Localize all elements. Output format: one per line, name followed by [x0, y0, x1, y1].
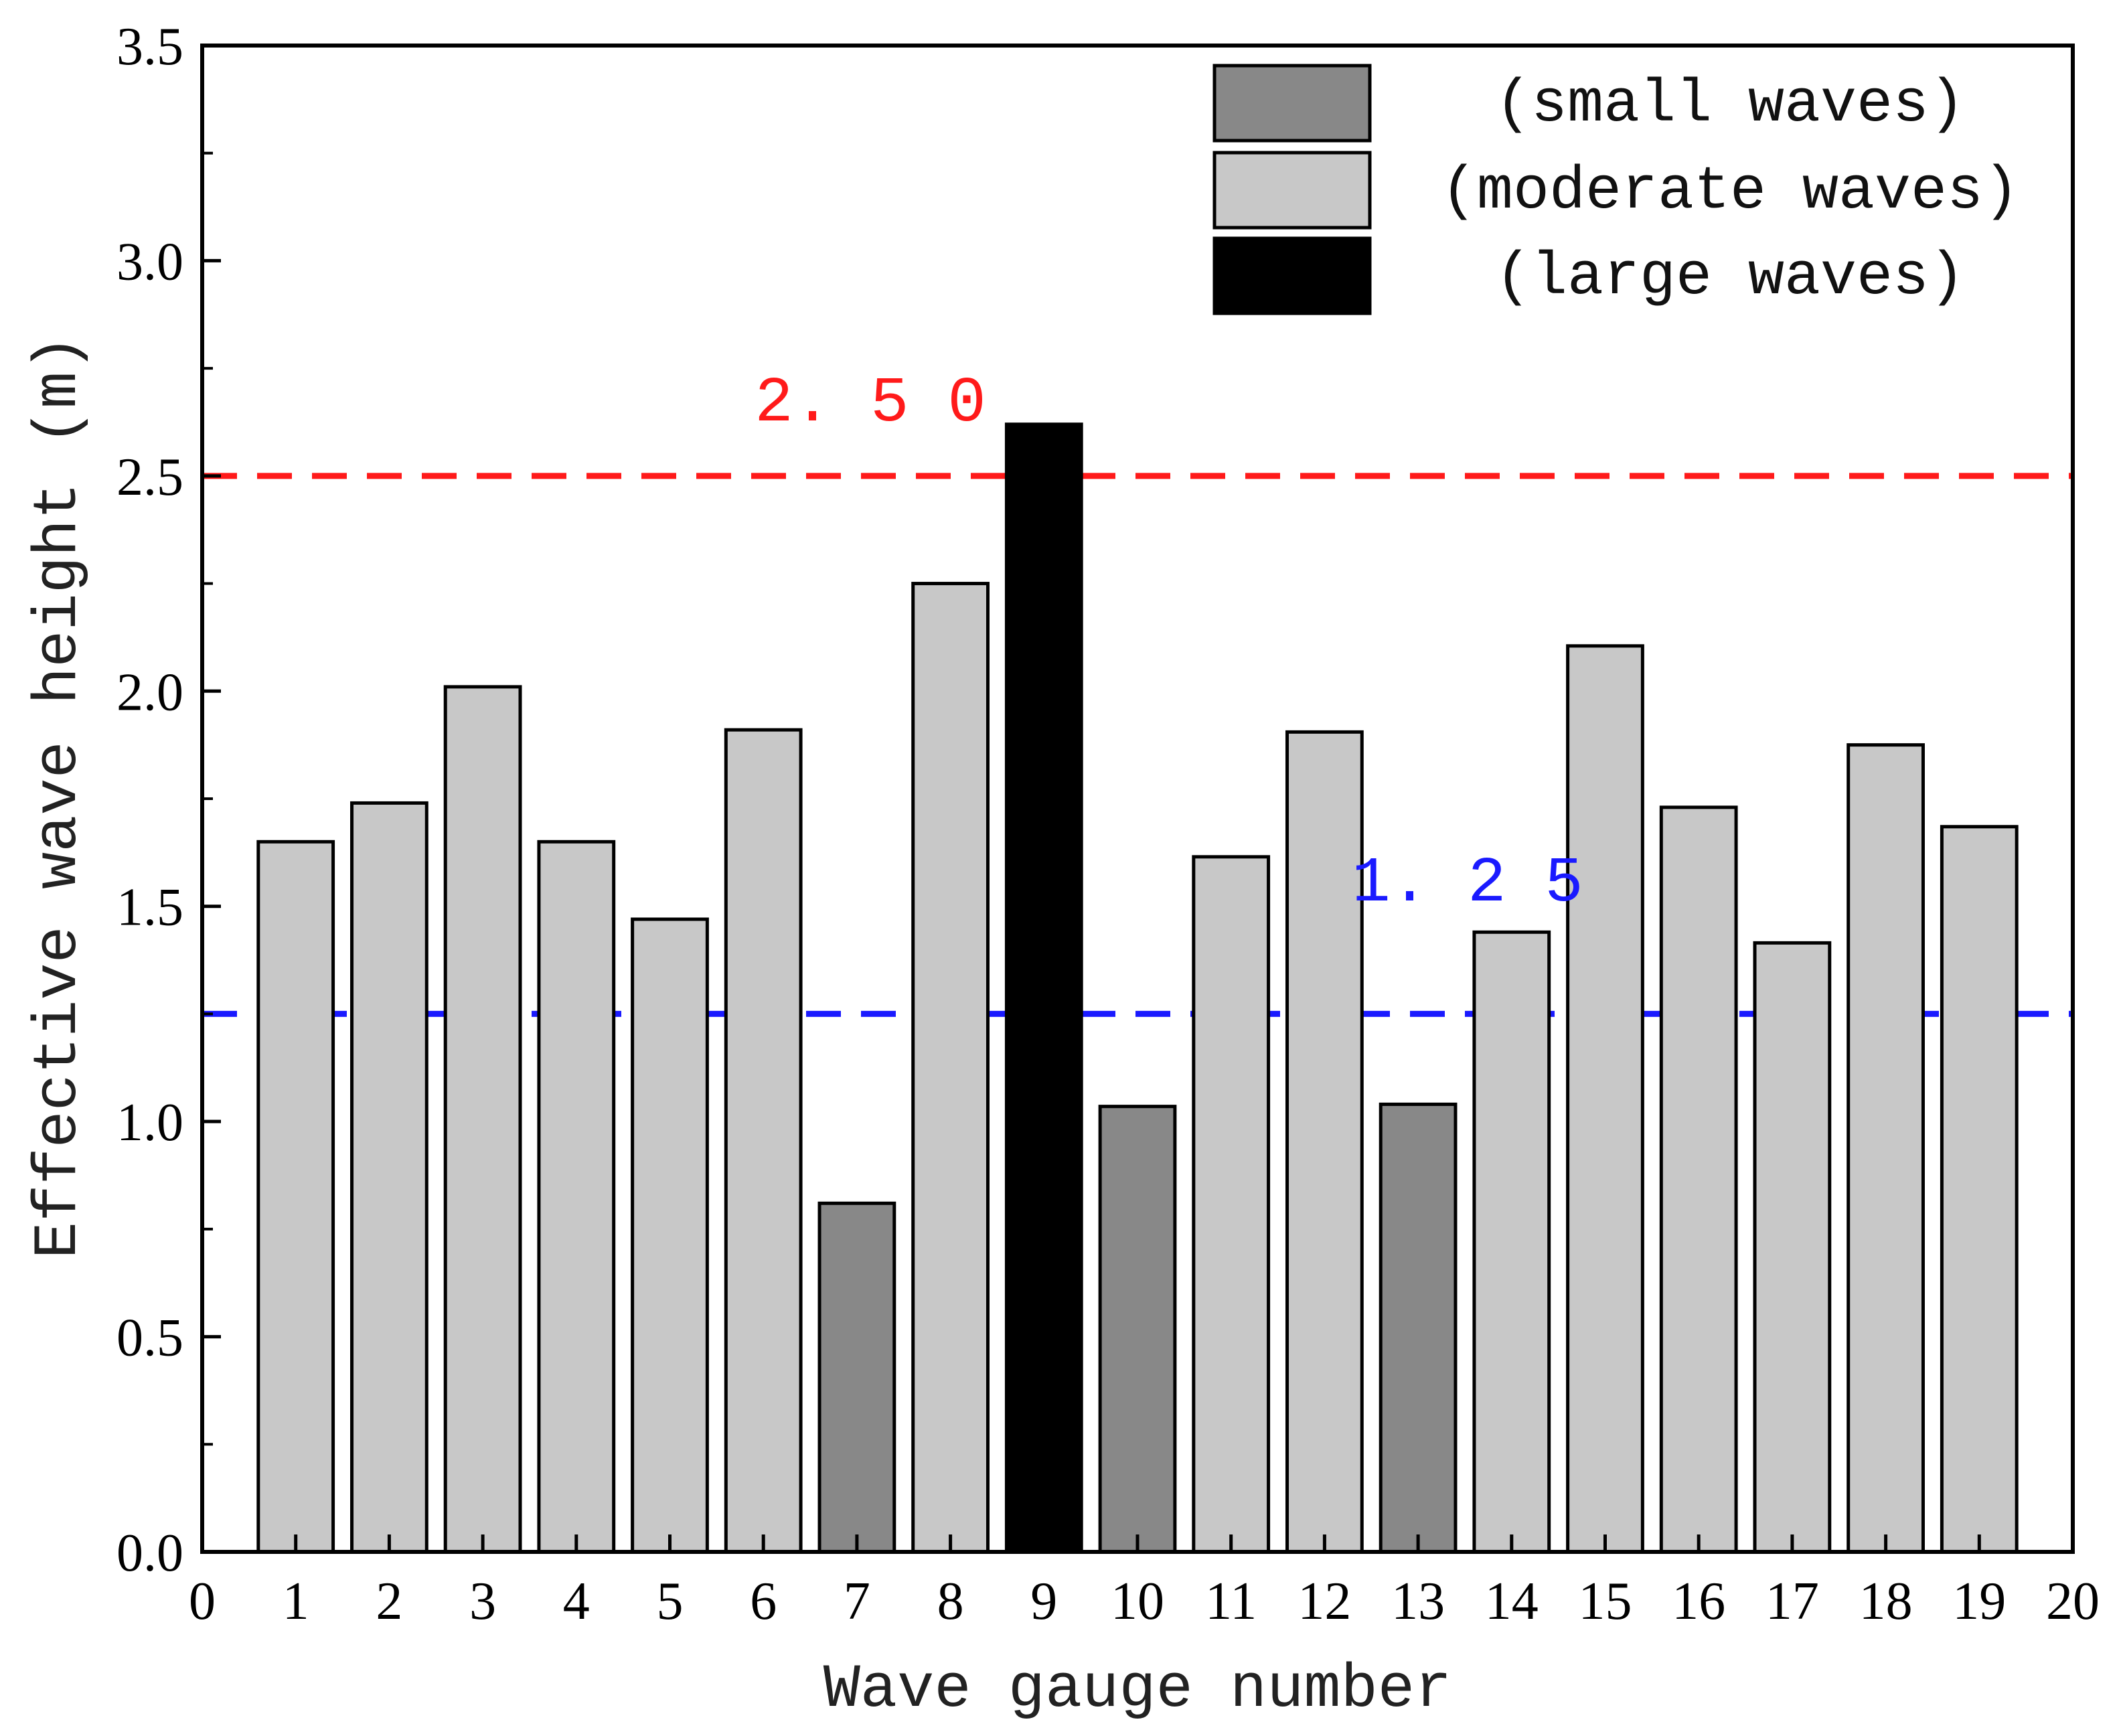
bar-gauge-11: [1192, 855, 1271, 1554]
x-tick-label-5: 5: [657, 1572, 684, 1631]
legend-swatch-large: [1212, 236, 1372, 315]
x-tick-label-17: 17: [1765, 1572, 1819, 1631]
x-tick-label-15: 15: [1579, 1572, 1632, 1631]
bar-gauge-13: [1379, 1102, 1458, 1554]
bar-gauge-6: [724, 728, 803, 1554]
bar-gauge-8: [911, 582, 990, 1554]
legend-swatch-small: [1212, 64, 1372, 143]
legend-label-moderate: (moderate waves): [1441, 158, 2019, 226]
x-tick-label-4: 4: [563, 1572, 590, 1631]
bar-gauge-14: [1472, 930, 1551, 1554]
bar-gauge-15: [1566, 644, 1644, 1554]
y-tick-label-3.0: 3.0: [116, 232, 183, 291]
x-tick-label-20: 20: [2046, 1572, 2100, 1631]
y-tick-label-0.0: 0.0: [116, 1524, 183, 1583]
x-tick-label-0: 0: [189, 1572, 216, 1631]
x-tick-label-2: 2: [376, 1572, 402, 1631]
x-tick-label-11: 11: [1205, 1572, 1257, 1631]
x-tick-label-1: 1: [283, 1572, 309, 1631]
y-tick-label-1.0: 1.0: [116, 1093, 183, 1152]
bars: [256, 422, 2019, 1554]
legend: (small waves) (moderate waves) (large wave…: [1212, 64, 2019, 315]
bar-gauge-5: [631, 917, 709, 1554]
x-tick-label-6: 6: [750, 1572, 777, 1631]
x-tick-label-12: 12: [1298, 1572, 1351, 1631]
x-tick-label-9: 9: [1030, 1572, 1057, 1631]
bar-gauge-17: [1753, 941, 1832, 1554]
x-tick-label-16: 16: [1672, 1572, 1725, 1631]
legend-swatch-moderate: [1212, 151, 1372, 230]
bar-gauge-18: [1847, 743, 1925, 1554]
x-tick-label-14: 14: [1485, 1572, 1539, 1631]
bar-gauge-7: [817, 1201, 896, 1554]
bar-gauge-12: [1285, 730, 1364, 1554]
bar-gauge-2: [350, 801, 428, 1554]
x-tick-label-10: 10: [1111, 1572, 1164, 1631]
y-tick-label-3.5: 3.5: [116, 17, 183, 76]
x-axis-title: Wave gauge number: [823, 1654, 1452, 1725]
bar-gauge-1: [256, 840, 335, 1554]
reference-label-2.50: 2. 5 0: [755, 367, 986, 440]
y-tick-label-1.5: 1.5: [116, 878, 183, 937]
x-tick-label-19: 19: [1952, 1572, 2006, 1631]
bar-gauge-19: [1940, 825, 2019, 1554]
reference-label-1.25: 1. 2 5: [1352, 847, 1583, 920]
x-tick-label-3: 3: [469, 1572, 496, 1631]
bar-gauge-3: [443, 685, 522, 1554]
x-tick-label-7: 7: [844, 1572, 870, 1631]
bar-gauge-10: [1098, 1105, 1177, 1554]
legend-label-large: (large waves): [1495, 244, 1965, 312]
y-tick-label-0.5: 0.5: [116, 1309, 183, 1368]
bar-gauge-16: [1659, 805, 1738, 1554]
x-tick-label-13: 13: [1391, 1572, 1445, 1631]
x-tick-label-18: 18: [1859, 1572, 1913, 1631]
axes: 0 1 2 3 4 5 6 7 8 9 10 11 12 13 14 15 16 17 18 19 200.00.51.…: [116, 17, 2100, 1631]
y-tick-label-2.0: 2.0: [116, 663, 183, 722]
y-axis-title: Effective wave height (m): [23, 335, 94, 1259]
x-tick-label-8: 8: [937, 1572, 964, 1631]
bar-gauge-4: [537, 840, 616, 1554]
y-tick-label-2.5: 2.5: [116, 448, 183, 507]
bar-gauge-9: [1004, 422, 1083, 1554]
legend-label-small: (small waves): [1495, 71, 1965, 139]
